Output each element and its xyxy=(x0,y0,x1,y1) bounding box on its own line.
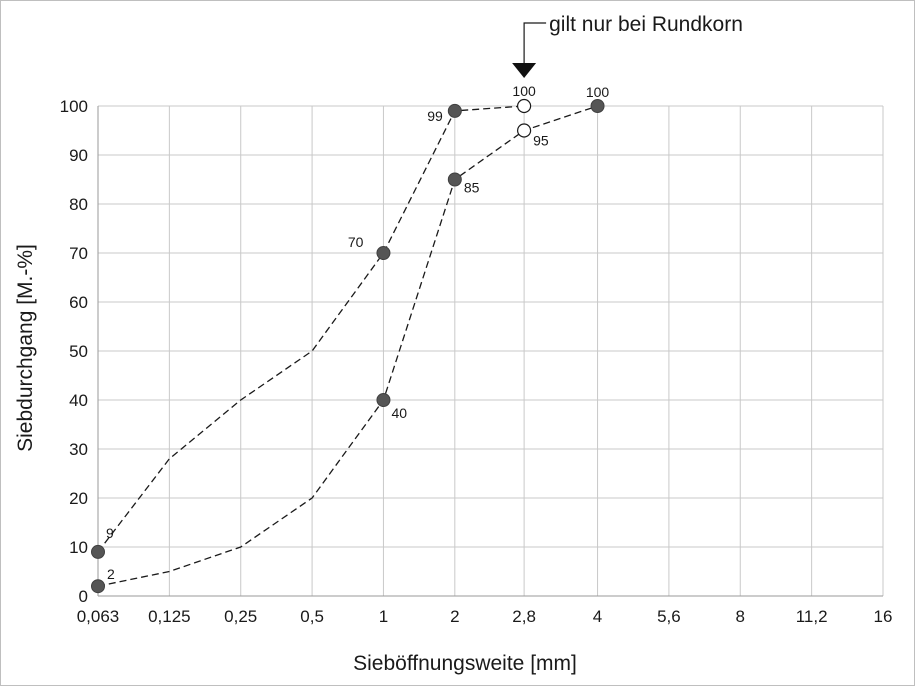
y-tick-label: 60 xyxy=(69,293,88,312)
data-label: 9 xyxy=(106,525,114,541)
y-tick-label: 20 xyxy=(69,489,88,508)
data-label: 100 xyxy=(586,84,610,100)
data-label: 95 xyxy=(533,133,549,149)
point-marker-filled xyxy=(590,99,605,113)
x-tick-label: 16 xyxy=(874,607,893,626)
data-label: 70 xyxy=(348,234,364,250)
series-lines xyxy=(97,105,598,587)
x-tick-label: 5,6 xyxy=(657,607,681,626)
point-marker-open xyxy=(517,98,532,114)
y-tick-label: 40 xyxy=(69,391,88,410)
y-tick-label: 100 xyxy=(60,97,88,116)
y-tick-label: 30 xyxy=(69,440,88,459)
x-tick-labels: 0,063 0,125 0,25 0,5 1 2 2,8 4 5,6 8 11,2 16 xyxy=(77,607,893,626)
x-tick-label: 11,2 xyxy=(796,607,828,626)
data-label: 85 xyxy=(464,180,480,196)
x-tick-label: 0,5 xyxy=(300,607,324,626)
point-marker-filled xyxy=(447,103,462,118)
series-line-1 xyxy=(97,105,525,553)
point-marker-open xyxy=(517,123,532,138)
grid xyxy=(97,105,884,597)
y-tick-label: 0 xyxy=(79,587,88,606)
data-label: 2 xyxy=(107,566,115,582)
x-tick-label: 4 xyxy=(593,607,602,626)
point-marker-filled xyxy=(376,393,391,407)
point-marker-filled xyxy=(91,544,105,559)
x-tick-label: 0,063 xyxy=(77,607,120,626)
data-label: 99 xyxy=(427,108,443,124)
annotation-leader-line xyxy=(523,22,547,63)
y-tick-label: 70 xyxy=(69,244,88,263)
x-tick-label: 8 xyxy=(736,607,745,626)
y-tick-label: 10 xyxy=(69,538,88,557)
point-marker-filled xyxy=(91,579,105,594)
point-marker-filled xyxy=(447,172,462,187)
x-tick-label: 1 xyxy=(379,607,388,626)
y-tick-label: 80 xyxy=(69,195,88,214)
y-tick-label: 90 xyxy=(69,146,88,165)
x-tick-label: 2,8 xyxy=(512,607,536,626)
y-axis-title: Siebdurchgang [M.-%] xyxy=(14,244,37,452)
x-axis-title: Sieböffnungsweite [mm] xyxy=(353,652,577,675)
x-tick-label: 0,125 xyxy=(148,607,191,626)
data-label: 40 xyxy=(391,405,407,421)
y-tick-labels: 0 10 20 30 40 50 60 70 80 90 100 xyxy=(60,97,88,606)
y-tick-label: 50 xyxy=(69,342,88,361)
x-tick-label: 2 xyxy=(450,607,459,626)
data-label: 100 xyxy=(512,83,536,99)
arrow-down-icon xyxy=(512,63,537,78)
series-line-2 xyxy=(97,105,598,587)
annotations: gilt nur bei Rundkorn xyxy=(512,13,743,78)
point-marker-filled xyxy=(376,246,391,260)
data-labels: 9 70 99 100 2 40 85 95 100 xyxy=(106,83,609,582)
annotation-text: gilt nur bei Rundkorn xyxy=(549,13,743,36)
x-tick-label: 0,25 xyxy=(224,607,257,626)
series-markers xyxy=(91,98,605,594)
